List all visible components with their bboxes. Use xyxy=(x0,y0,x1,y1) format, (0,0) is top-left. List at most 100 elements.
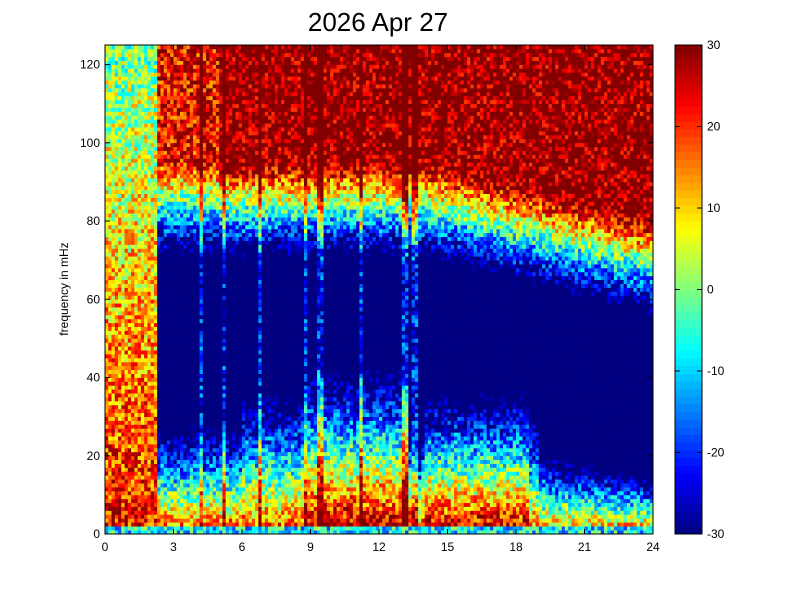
heatmap-cell xyxy=(163,475,168,480)
heatmap-cell xyxy=(228,361,233,367)
heatmap-cell xyxy=(173,518,178,523)
heatmap-cell xyxy=(111,506,116,511)
heatmap-cell xyxy=(137,494,142,500)
heatmap-cell xyxy=(157,72,161,77)
heatmap-cell xyxy=(199,45,204,50)
heatmap-cell xyxy=(150,271,155,277)
heatmap-cell xyxy=(215,264,220,269)
heatmap-cell xyxy=(140,381,145,386)
heatmap-cell xyxy=(157,326,161,331)
heatmap-cell xyxy=(137,467,142,472)
heatmap-cell xyxy=(108,357,112,363)
heatmap-cell xyxy=(160,158,165,163)
heatmap-cell xyxy=(232,138,236,144)
heatmap-cell xyxy=(202,365,207,371)
heatmap-cell xyxy=(121,154,125,159)
heatmap-cell xyxy=(206,240,210,245)
heatmap-cell xyxy=(189,326,194,331)
heatmap-cell xyxy=(199,467,204,472)
heatmap-cell xyxy=(108,322,112,328)
heatmap-cell xyxy=(202,346,207,351)
heatmap-cell xyxy=(144,115,148,120)
heatmap-cell xyxy=(111,354,116,359)
heatmap-cell xyxy=(228,221,233,226)
heatmap-cell xyxy=(232,428,236,433)
heatmap-cell xyxy=(222,134,227,140)
heatmap-cell xyxy=(121,498,125,504)
heatmap-cell xyxy=(163,142,168,148)
heatmap-cell xyxy=(127,115,132,120)
heatmap-cell xyxy=(121,95,125,101)
heatmap-cell xyxy=(215,287,220,292)
heatmap-cell xyxy=(105,381,109,386)
heatmap-cell xyxy=(160,506,165,511)
heatmap-cell xyxy=(153,322,158,328)
heatmap-cell xyxy=(140,518,145,523)
heatmap-cell xyxy=(150,330,155,335)
heatmap-cell xyxy=(209,514,213,519)
heatmap-cell xyxy=(189,138,194,144)
heatmap-cell xyxy=(180,295,184,300)
heatmap-cell xyxy=(144,209,148,214)
heatmap-cell xyxy=(147,514,152,519)
heatmap-cell xyxy=(157,275,161,281)
heatmap-cell xyxy=(157,510,161,515)
heatmap-cell xyxy=(215,123,220,128)
heatmap-cell xyxy=(180,447,184,453)
heatmap-cell xyxy=(199,326,204,331)
heatmap-cell xyxy=(215,95,220,101)
heatmap-cell xyxy=(118,318,122,324)
heatmap-cell xyxy=(176,424,181,429)
heatmap-cell xyxy=(196,428,200,433)
heatmap-cell xyxy=(124,127,129,132)
heatmap-cell xyxy=(114,68,119,73)
heatmap-cell xyxy=(202,518,207,523)
heatmap-cell xyxy=(121,84,125,89)
heatmap-cell xyxy=(121,326,125,331)
heatmap-cell xyxy=(196,256,200,261)
heatmap-cell xyxy=(160,205,165,210)
heatmap-cell xyxy=(160,463,165,468)
heatmap-cell xyxy=(196,217,200,222)
heatmap-cell xyxy=(196,275,200,281)
heatmap-cell xyxy=(183,174,187,179)
heatmap-cell xyxy=(225,479,230,484)
heatmap-cell xyxy=(147,91,152,97)
heatmap-cell xyxy=(127,170,132,175)
heatmap-cell xyxy=(219,264,223,269)
heatmap-cell xyxy=(124,487,129,492)
heatmap-cell xyxy=(202,80,207,85)
heatmap-cell xyxy=(170,181,174,187)
heatmap-cell xyxy=(196,131,200,136)
heatmap-cell xyxy=(206,299,210,304)
heatmap-cell xyxy=(209,318,213,324)
heatmap-cell xyxy=(144,264,148,269)
heatmap-cell xyxy=(228,279,233,284)
heatmap-cell xyxy=(134,326,138,331)
heatmap-cell xyxy=(163,326,168,331)
heatmap-cell xyxy=(209,506,213,511)
heatmap-cell xyxy=(193,99,197,105)
heatmap-cell xyxy=(209,76,213,81)
heatmap-cell xyxy=(140,244,145,249)
heatmap-cell xyxy=(199,330,204,335)
heatmap-cell xyxy=(114,256,119,261)
heatmap-cell xyxy=(153,271,158,277)
heatmap-cell xyxy=(183,498,187,504)
heatmap-cell xyxy=(189,510,194,515)
heatmap-cell xyxy=(193,248,197,253)
heatmap-cell xyxy=(134,459,138,464)
heatmap-cell xyxy=(147,275,152,281)
heatmap-cell xyxy=(160,420,165,425)
heatmap-cell xyxy=(147,311,152,316)
heatmap-cell xyxy=(127,228,132,234)
heatmap-cell xyxy=(206,279,210,284)
heatmap-cell xyxy=(118,471,122,476)
heatmap-cell xyxy=(160,252,165,257)
heatmap-cell xyxy=(183,193,187,198)
heatmap-cell xyxy=(202,428,207,433)
heatmap-cell xyxy=(111,365,116,371)
heatmap-cell xyxy=(225,205,230,210)
heatmap-cell xyxy=(186,369,191,374)
heatmap-cell xyxy=(219,150,223,155)
